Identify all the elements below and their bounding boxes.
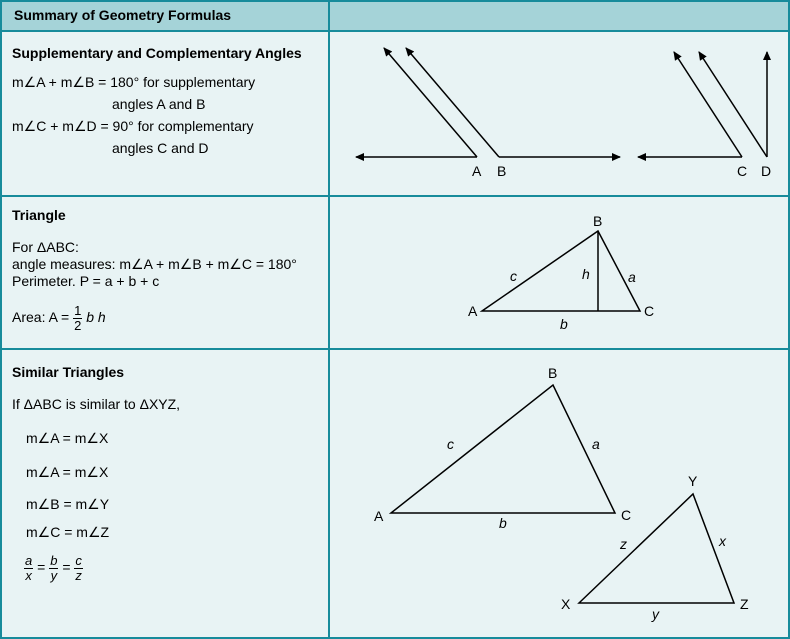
sim-vertex-z: Z	[740, 596, 749, 612]
ray-c-up	[673, 51, 743, 158]
label-angle-b: B	[497, 163, 506, 179]
ratio-equals-2: =	[62, 559, 71, 576]
area-denominator: 2	[74, 318, 82, 333]
similar-eq-2: m∠A = m∠X	[26, 464, 109, 480]
sim-side-x: x	[718, 533, 727, 549]
angles-heading: Supplementary and Complementary Angles	[12, 45, 302, 61]
label-angle-d: D	[761, 163, 771, 179]
tri-vertex-c: C	[644, 303, 654, 319]
label-angle-c: C	[737, 163, 747, 179]
triangle-angle-sum: angle measures: m∠A + m∠B + m∠C = 180°	[12, 256, 297, 272]
supplementary-formula: m∠A + m∠B = 180° for supplementary	[12, 74, 256, 90]
similar-if-line: If ΔABC is similar to ΔXYZ,	[12, 396, 181, 412]
sim-vertex-y: Y	[688, 473, 698, 489]
ray-a-up	[383, 47, 478, 158]
label-angle-a: A	[472, 163, 482, 179]
ratio-num-a: a	[24, 553, 34, 569]
complementary-formula-cont: angles C and D	[112, 140, 209, 156]
tri-vertex-b: B	[593, 213, 602, 229]
tri-side-b: b	[560, 316, 568, 332]
complementary-formula: m∠C + m∠D = 90° for complementary	[12, 118, 254, 134]
similar-triangle-abc	[388, 383, 617, 514]
triangle-for-line: For ΔABC:	[12, 239, 79, 255]
triangle-figure-cell	[328, 195, 790, 350]
sim-side-y: y	[651, 606, 660, 622]
sim-vertex-b: B	[548, 365, 557, 381]
supplementary-formula-cont: angles A and B	[112, 96, 206, 112]
ray-b-up	[405, 47, 500, 158]
sim-side-z: z	[619, 536, 627, 552]
ratio-den-y: y	[50, 568, 58, 583]
triangle-abc	[479, 229, 642, 312]
ray-d-up-diag	[698, 51, 768, 158]
ratio-equals-1: =	[37, 559, 46, 576]
ratio-den-x: x	[25, 568, 32, 583]
ratio-den-z: z	[75, 568, 82, 583]
sim-vertex-c: C	[621, 507, 631, 523]
area-prefix: Area: A =	[12, 309, 70, 326]
ratio-num-c: c	[74, 553, 83, 569]
similar-eq-3: m∠B = m∠Y	[26, 496, 110, 512]
sim-side-c: c	[447, 436, 454, 452]
triangle-perimeter: Perimeter. P = a + b + c	[12, 273, 160, 289]
tri-side-c: c	[510, 268, 517, 284]
sim-vertex-x: X	[561, 596, 571, 612]
header-right-cell	[328, 0, 790, 32]
similar-triangle-xyz	[577, 492, 736, 604]
similar-eq-4: m∠C = m∠Z	[26, 524, 110, 540]
tri-side-a: a	[628, 269, 636, 285]
area-numerator: 1	[73, 303, 83, 319]
table-title: Summary of Geometry Formulas	[14, 7, 232, 23]
sim-side-b: b	[499, 515, 507, 531]
similar-eq-1: m∠A = m∠X	[26, 430, 109, 446]
similar-heading: Similar Triangles	[12, 364, 125, 380]
tri-height-h: h	[582, 266, 590, 282]
ratio-num-b: b	[49, 553, 59, 569]
triangle-heading: Triangle	[12, 207, 66, 223]
sim-vertex-a: A	[374, 508, 384, 524]
tri-vertex-a: A	[468, 303, 478, 319]
area-suffix: b h	[86, 309, 106, 326]
sim-side-a: a	[592, 436, 600, 452]
similar-text-cell	[0, 348, 330, 639]
